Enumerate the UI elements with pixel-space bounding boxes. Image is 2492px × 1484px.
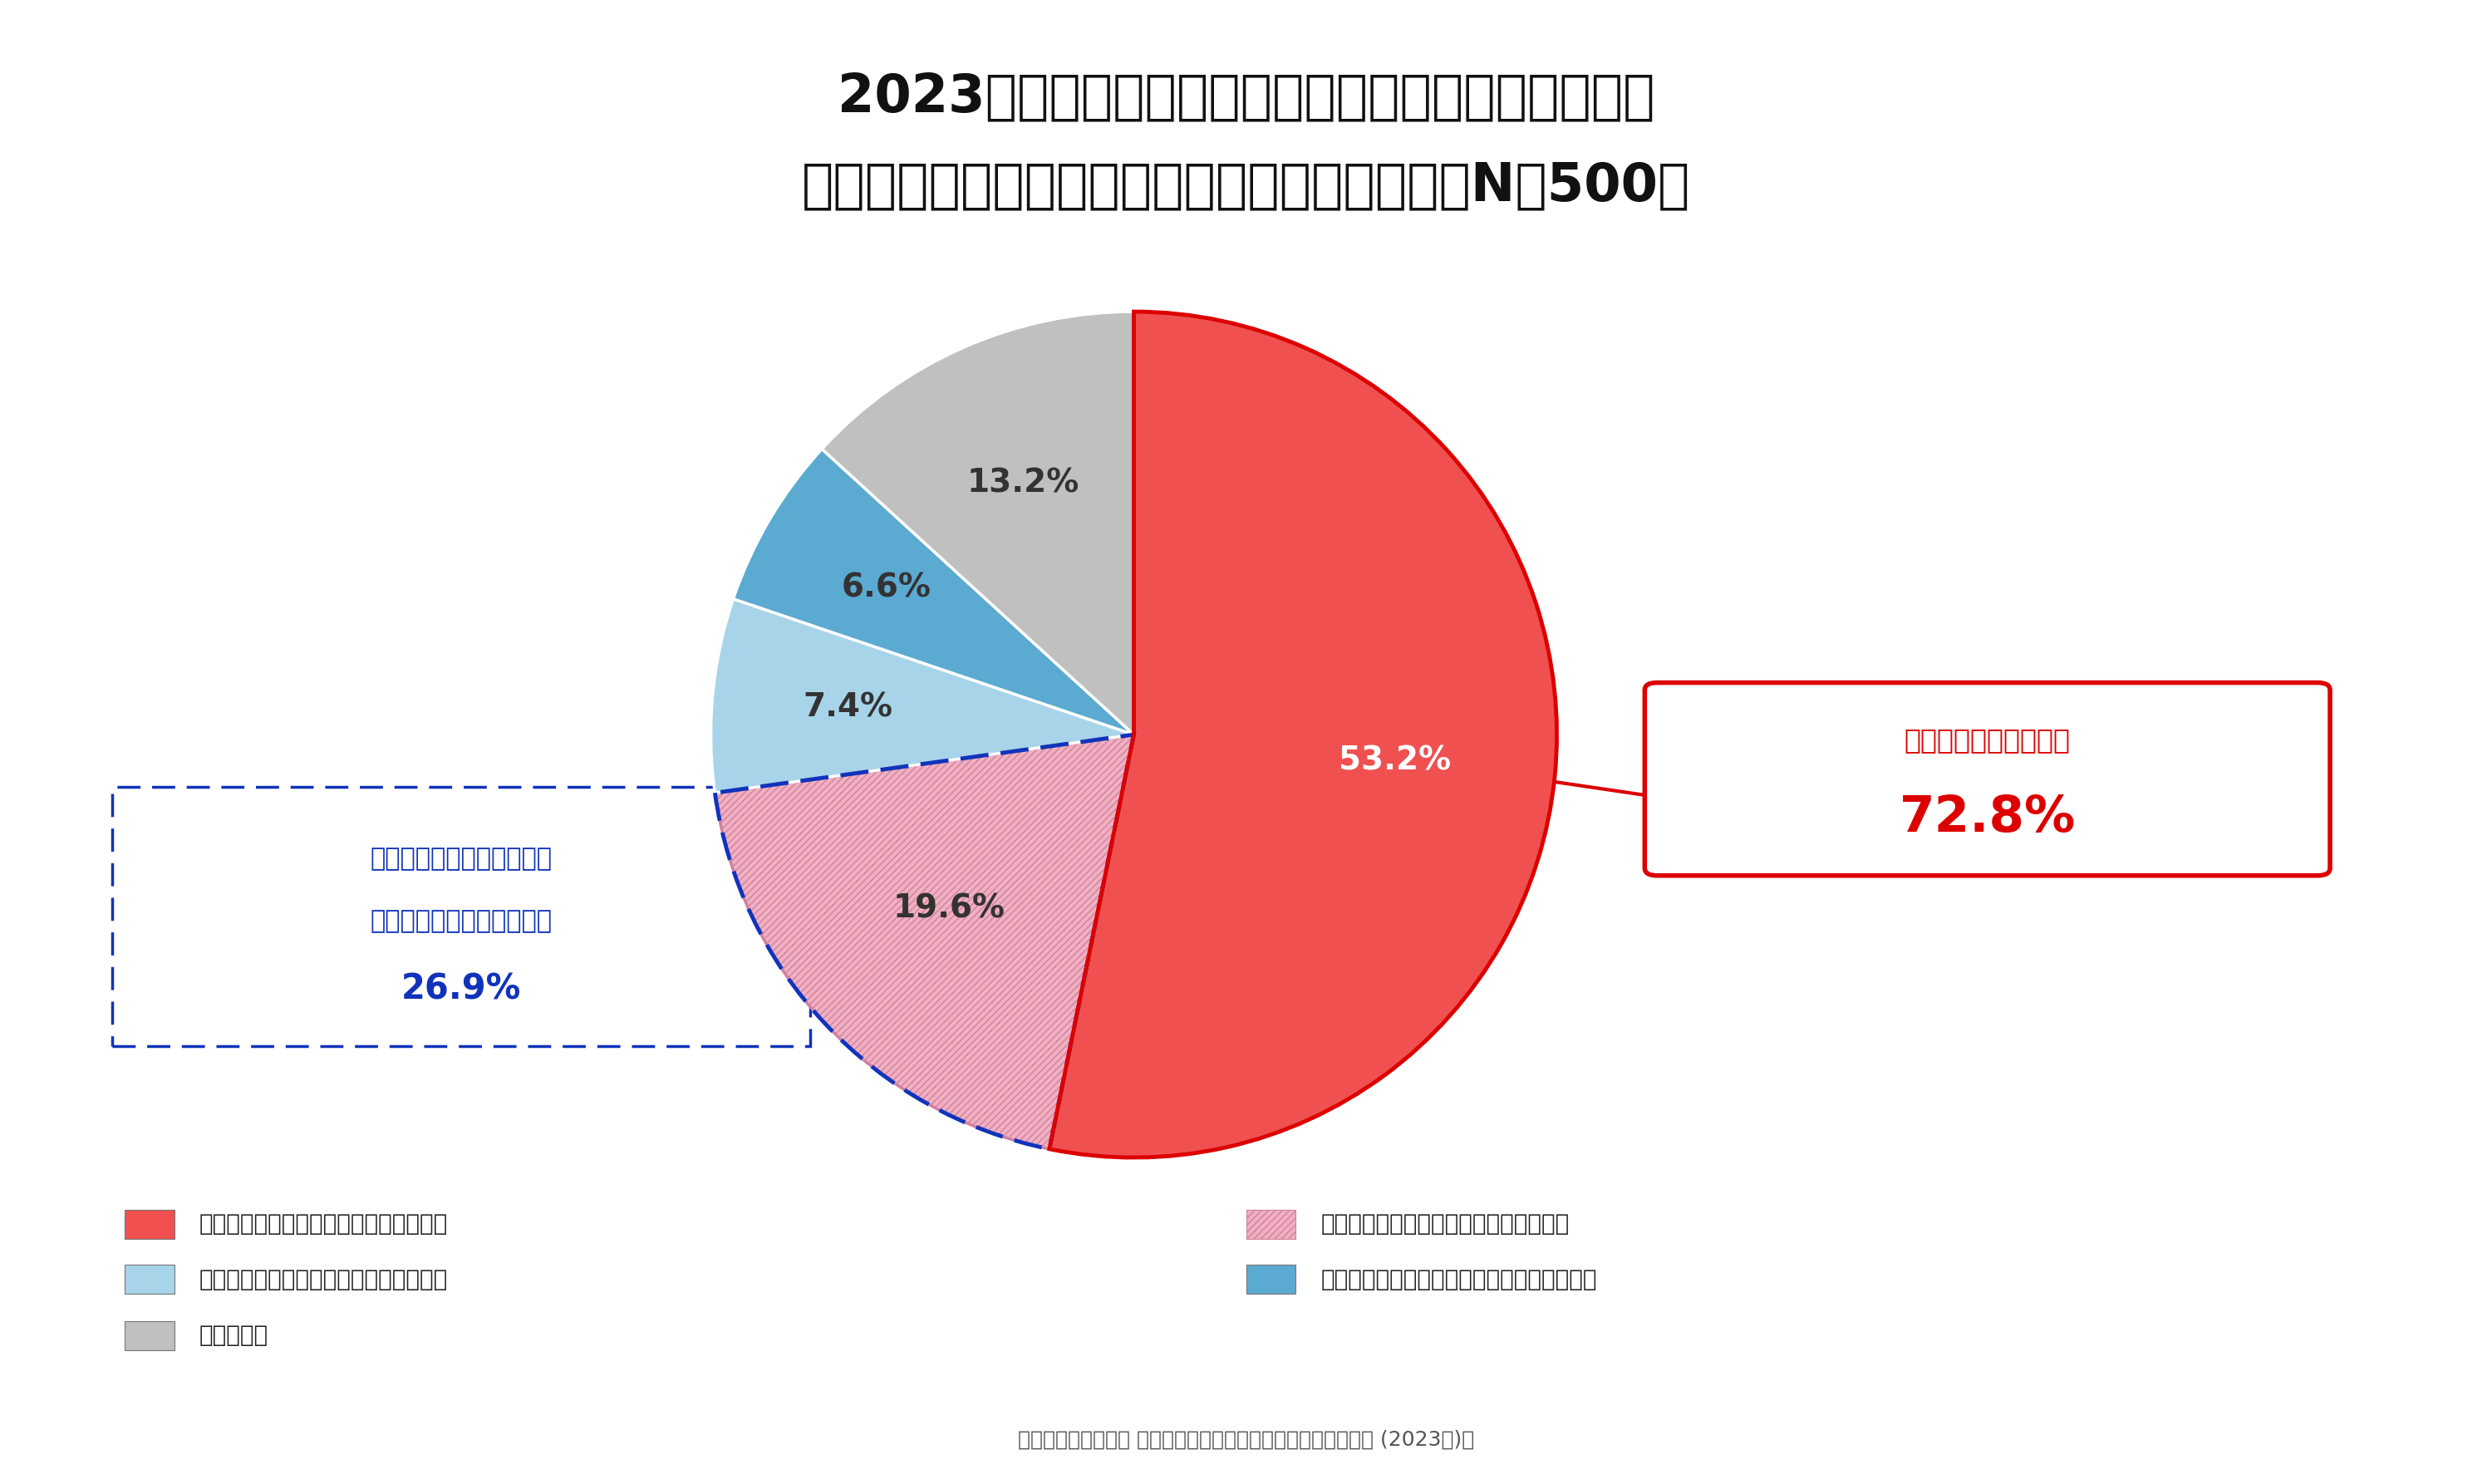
FancyBboxPatch shape — [1246, 1209, 1296, 1239]
FancyBboxPatch shape — [125, 1264, 174, 1294]
Text: 電気代を気にしている: 電気代を気にしている — [1904, 726, 2071, 754]
Text: 26.9%: 26.9% — [401, 972, 521, 1006]
Text: 電気代を気にしている人の: 電気代を気にしている人の — [369, 847, 553, 871]
Text: 気にしているが、節電対策を実施しない: 気にしているが、節電対策を実施しない — [1321, 1212, 1570, 1236]
Wedge shape — [1049, 312, 1558, 1158]
Text: 2023年の夏、自宅で過ごす上での電気代への意識と: 2023年の夏、自宅で過ごす上での電気代への意識と — [837, 71, 1655, 122]
Text: 暑さ対策における節約のための節電実施予定（N＝500）: 暑さ対策における節約のための節電実施予定（N＝500） — [802, 160, 1690, 211]
FancyBboxPatch shape — [112, 787, 810, 1046]
FancyBboxPatch shape — [125, 1321, 174, 1350]
FancyBboxPatch shape — [1246, 1264, 1296, 1294]
Text: 積水ハウス株式会社 住生活研究所「暑さ対策における節電調査 (2023年)」: 積水ハウス株式会社 住生活研究所「暑さ対策における節電調査 (2023年)」 — [1017, 1429, 1475, 1450]
Text: 7.4%: 7.4% — [802, 692, 892, 723]
Wedge shape — [715, 735, 1134, 1149]
Text: 気にしているから、節電対策を実施する: 気にしているから、節電対策を実施する — [199, 1212, 449, 1236]
Text: 53.2%: 53.2% — [1338, 745, 1450, 776]
Text: 13.2%: 13.2% — [967, 467, 1079, 499]
Text: 気にしていないから、節電対策を実施しない: 気にしていないから、節電対策を実施しない — [1321, 1267, 1597, 1291]
FancyBboxPatch shape — [125, 1209, 174, 1239]
Wedge shape — [822, 312, 1134, 735]
Text: うち節電対策を実施しない: うち節電対策を実施しない — [369, 910, 553, 933]
Wedge shape — [733, 450, 1134, 735]
Text: わからない: わからない — [199, 1324, 269, 1347]
Text: 72.8%: 72.8% — [1899, 794, 2076, 843]
FancyBboxPatch shape — [1645, 683, 2330, 876]
Text: 6.6%: 6.6% — [842, 573, 932, 604]
Wedge shape — [710, 600, 1134, 792]
Text: 19.6%: 19.6% — [892, 892, 1004, 925]
Text: 気にしていないが、節電対策を実施する: 気にしていないが、節電対策を実施する — [199, 1267, 449, 1291]
